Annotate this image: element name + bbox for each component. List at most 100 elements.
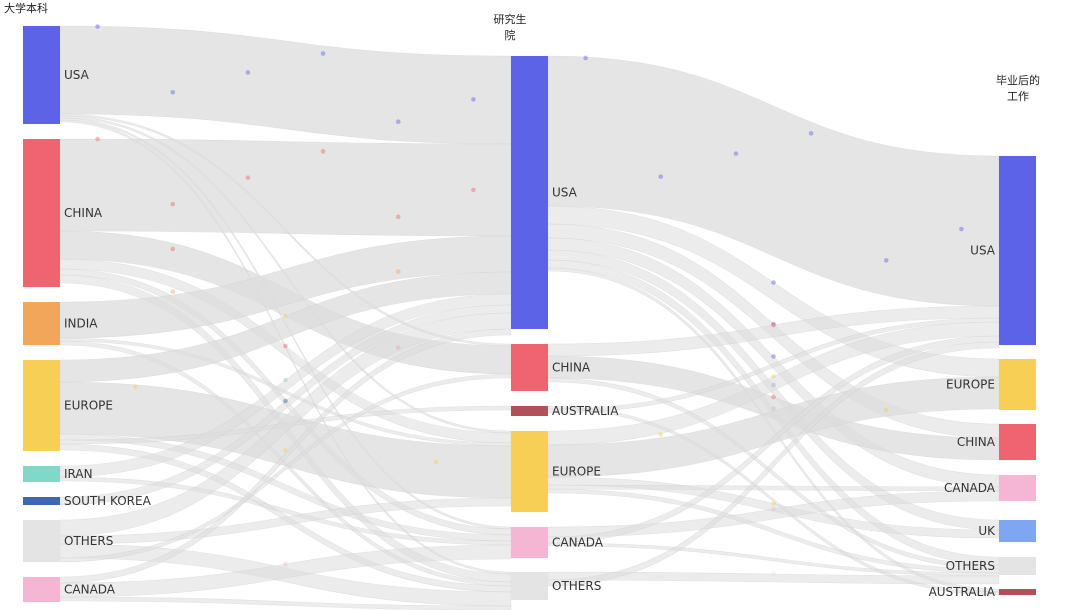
node-label-col1-south-korea: SOUTH KOREA [64, 494, 152, 508]
node-col1-south-korea[interactable] [23, 497, 60, 505]
flow-particle [771, 501, 776, 506]
flow-particle [471, 187, 476, 193]
flow-particle [283, 313, 288, 319]
node-col1-canada[interactable] [23, 577, 60, 602]
flow-particle [583, 55, 588, 61]
flow-particle [283, 514, 288, 520]
flow-particle [471, 97, 476, 102]
node-label-col3-australia: AUSTRALIA [929, 585, 996, 599]
flow-particle [395, 214, 401, 220]
link-canada-to-canada [59, 544, 512, 598]
node-col3-australia[interactable] [999, 589, 1036, 595]
node-col3-europe[interactable] [999, 359, 1036, 410]
node-label-col1-india: INDIA [64, 317, 98, 331]
node-label-col2-europe: EUROPE [552, 465, 601, 479]
node-col1-india[interactable] [23, 302, 60, 345]
flow-particle [658, 432, 664, 437]
node-label-col2-others: OTHERS [552, 579, 601, 593]
node-col2-europe[interactable] [511, 431, 548, 512]
flow-particle [658, 174, 664, 179]
flow-particle [283, 377, 288, 383]
flow-particle [95, 24, 100, 29]
flow-particle [883, 258, 889, 263]
flow-particle [808, 131, 814, 136]
node-label-col2-canada: CANADA [552, 536, 604, 550]
node-col1-europe[interactable] [23, 360, 60, 451]
node-label-col1-others: OTHERS [64, 534, 113, 548]
node-col1-iran[interactable] [23, 466, 60, 482]
flow-particle [771, 374, 776, 379]
flow-particle [959, 226, 964, 232]
link-others-to-usa [547, 341, 1000, 587]
flow-particle [395, 119, 401, 125]
column-header-job: 毕业后的 工作 [988, 73, 1048, 105]
link-europe-to-canada [547, 484, 1000, 492]
node-col3-china[interactable] [999, 424, 1036, 460]
flow-particle [170, 201, 176, 207]
flow-particle [170, 289, 176, 294]
links [59, 24, 1000, 610]
flow-particle [771, 322, 776, 328]
flow-particle [283, 398, 288, 404]
node-label-col1-china: CHINA [64, 206, 103, 220]
flow-particle [771, 280, 776, 285]
link-usa-to-usa [59, 25, 512, 145]
node-col2-china[interactable] [511, 344, 548, 391]
link-china-to-usa [59, 138, 512, 237]
node-label-col3-canada: CANADA [944, 481, 996, 495]
flow-particle [733, 151, 739, 156]
node-col1-others[interactable] [23, 520, 60, 562]
link-canada-to-others [59, 596, 512, 610]
node-label-col3-others: OTHERS [946, 559, 995, 573]
flow-particle [771, 571, 776, 577]
flow-particle [170, 89, 176, 95]
flow-particle [283, 414, 288, 419]
flow-particle [320, 149, 326, 154]
node-col3-canada[interactable] [999, 475, 1036, 501]
node-label-col1-usa: USA [64, 68, 90, 82]
node-label-col1-europe: EUROPE [64, 399, 113, 413]
flow-particle [320, 51, 326, 56]
flow-particle [771, 394, 776, 400]
node-label-col3-uk: UK [978, 524, 996, 538]
node-col2-australia[interactable] [511, 406, 548, 416]
node-col2-usa[interactable] [511, 56, 548, 329]
flow-particle [283, 343, 288, 349]
flow-particle [170, 246, 176, 252]
flow-particle [283, 448, 288, 453]
node-col3-usa[interactable] [999, 156, 1036, 345]
node-col1-china[interactable] [23, 139, 60, 287]
flow-particle [245, 175, 251, 180]
column-header-grad-line1: 研究生 [493, 13, 527, 26]
node-label-col3-usa: USA [970, 244, 996, 258]
node-col1-usa[interactable] [23, 26, 60, 124]
flow-particle [132, 384, 138, 390]
node-label-col2-australia: AUSTRALIA [552, 404, 619, 418]
flow-particle [771, 506, 776, 512]
column-header-grad: 研究生 院 [480, 12, 540, 44]
flow-particle [245, 70, 251, 75]
node-label-col3-europe: EUROPE [946, 378, 995, 392]
flow-particle [433, 459, 439, 465]
flow-particle [771, 354, 776, 359]
column-header-job-line2: 工作 [1007, 90, 1029, 103]
column-header-grad-line2: 院 [504, 29, 516, 42]
link-canada-to-usa [59, 328, 512, 584]
node-col2-canada[interactable] [511, 527, 548, 558]
flow-particle [395, 269, 401, 274]
flow-particle [883, 407, 889, 413]
node-label-col1-canada: CANADA [64, 583, 116, 597]
link-others-to-others [547, 571, 1000, 585]
column-header-undergrad: 大学本科 [4, 2, 48, 15]
node-label-col3-china: CHINA [957, 435, 996, 449]
node-col3-others[interactable] [999, 557, 1036, 575]
node-label-col2-china: CHINA [552, 361, 591, 375]
column-header-job-line1: 毕业后的 [996, 74, 1040, 87]
node-col3-uk[interactable] [999, 520, 1036, 542]
flow-particle [95, 136, 100, 142]
flow-particle [283, 561, 288, 567]
node-col2-others[interactable] [511, 572, 548, 600]
node-label-col2-usa: USA [552, 186, 578, 200]
node-label-col1-iran: IRAN [64, 467, 93, 481]
